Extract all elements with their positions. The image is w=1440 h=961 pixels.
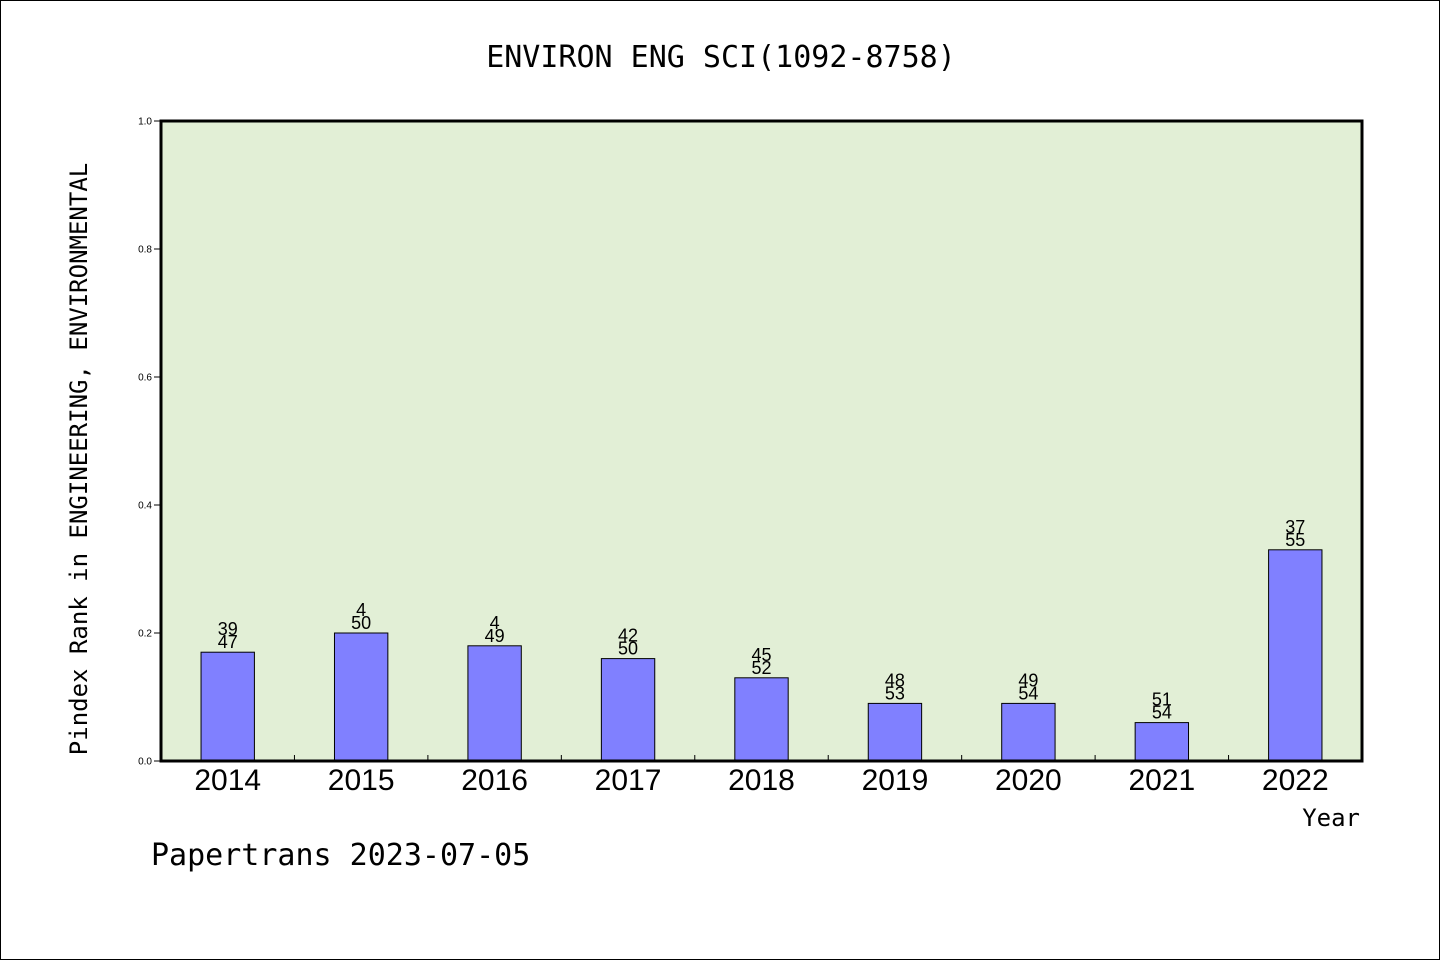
data-label-bottom: 50 bbox=[618, 639, 638, 659]
data-label-bottom: 54 bbox=[1152, 703, 1172, 723]
x-tick-label: 2014 bbox=[194, 764, 261, 797]
bar-group bbox=[200, 549, 1323, 762]
data-label-bottom: 50 bbox=[351, 613, 371, 633]
bar bbox=[1001, 702, 1056, 762]
axis-ticks: 0.0 0.2 0.4 0.6 0.8 1.0 2014 2015 2016 2017 2018 20… bbox=[138, 117, 1329, 798]
y-tick-label: 0.6 bbox=[138, 373, 152, 384]
bar bbox=[333, 632, 389, 762]
data-label-bottom: 55 bbox=[1285, 530, 1305, 550]
bar bbox=[734, 677, 789, 762]
data-label-bottom: 52 bbox=[751, 658, 771, 678]
plot-border bbox=[159, 119, 1364, 763]
chart-title: ENVIRON ENG SCI(1092-8758) bbox=[486, 40, 956, 75]
data-label-top: 42 bbox=[618, 626, 638, 646]
x-tick-label: 2021 bbox=[1128, 764, 1195, 797]
data-label-top: 4 bbox=[490, 613, 500, 633]
x-tick-label: 2019 bbox=[862, 764, 929, 797]
data-label-top: 37 bbox=[1285, 517, 1305, 537]
bar bbox=[867, 702, 923, 762]
data-label-bottom: 54 bbox=[1018, 683, 1038, 703]
y-tick-label: 0.4 bbox=[138, 501, 152, 512]
y-tick-label: 0.0 bbox=[138, 757, 152, 768]
data-label-bottom: 53 bbox=[885, 683, 905, 703]
data-label-top: 39 bbox=[218, 619, 238, 639]
data-label-top: 4 bbox=[356, 600, 366, 620]
y-axis-label: Pindex Rank in ENGINEERING, ENVIRONMENTA… bbox=[65, 163, 93, 755]
bar bbox=[600, 658, 656, 762]
bar bbox=[1134, 722, 1190, 762]
data-label-top: 48 bbox=[885, 670, 905, 690]
y-tick-label: 0.2 bbox=[138, 629, 152, 640]
y-tick-label: 0.8 bbox=[138, 245, 152, 256]
data-label-bottom: 49 bbox=[485, 626, 505, 646]
x-tick-label: 2022 bbox=[1262, 764, 1329, 797]
data-label-top: 49 bbox=[1018, 670, 1038, 690]
x-tick-label: 2016 bbox=[461, 764, 528, 797]
x-tick-label: 2020 bbox=[995, 764, 1062, 797]
x-axis-label: Year bbox=[1302, 804, 1360, 832]
x-tick-label: 2015 bbox=[328, 764, 395, 797]
data-label-top: 45 bbox=[751, 645, 771, 665]
bar bbox=[1268, 549, 1323, 762]
data-label-top: 51 bbox=[1152, 690, 1172, 710]
bar bbox=[467, 645, 522, 762]
bar bbox=[200, 651, 255, 762]
x-tick-label: 2017 bbox=[595, 764, 662, 797]
footer-credit: Papertrans 2023-07-05 bbox=[151, 838, 530, 873]
x-tick-label: 2018 bbox=[728, 764, 795, 797]
data-label-bottom: 47 bbox=[218, 632, 238, 652]
y-tick-label: 1.0 bbox=[138, 117, 152, 128]
